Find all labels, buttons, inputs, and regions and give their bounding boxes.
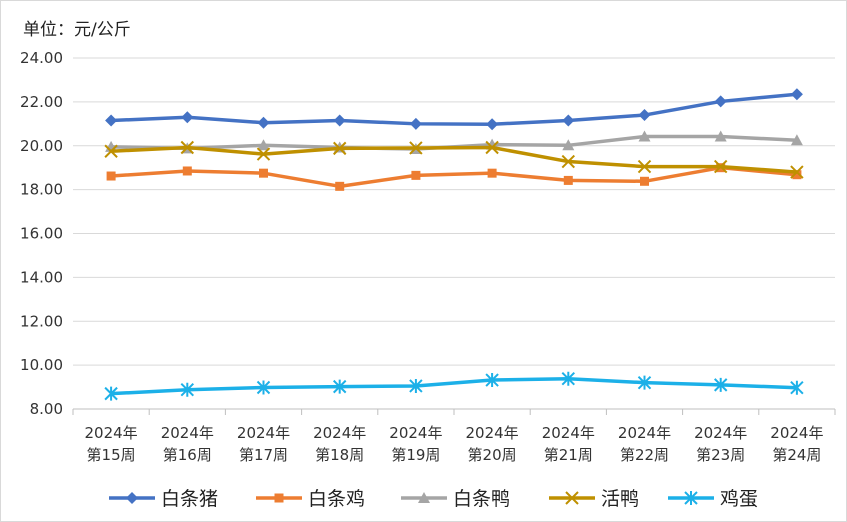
series-2 <box>106 163 802 191</box>
y-tick-labels: 8.00 10.00 12.00 14.00 16.00 18.00 20.00 22.00 2… <box>20 49 63 418</box>
data-point <box>790 134 803 146</box>
data-point <box>485 373 499 388</box>
data-point <box>562 114 575 127</box>
data-point <box>182 166 192 176</box>
y-tick-label: 18.00 <box>20 181 63 199</box>
x-tick-label: 2024年第21周 <box>542 424 595 464</box>
y-tick-label: 24.00 <box>20 49 63 67</box>
legend: 白条猪 白条鸡 白条鸭 活鸭 鸡蛋 <box>109 488 758 510</box>
series-line <box>111 92 798 127</box>
series-4 <box>104 140 804 179</box>
series-line <box>111 376 797 396</box>
legend-marker <box>126 492 138 504</box>
data-point <box>637 159 652 174</box>
y-tick-label: 14.00 <box>20 268 63 286</box>
data-point <box>333 114 346 127</box>
axes <box>72 408 836 415</box>
data-point <box>257 116 270 129</box>
data-point <box>256 147 271 161</box>
legend-label: 鸡蛋 <box>720 488 758 510</box>
legend-marker <box>418 492 430 503</box>
data-point <box>409 117 422 130</box>
data-point <box>335 181 345 191</box>
x-tick-label: 2024年第17周 <box>237 424 290 464</box>
unit-label: 单位：元/公斤 <box>23 20 131 40</box>
data-point <box>487 168 497 178</box>
x-tick-label: 2024年第23周 <box>694 424 747 464</box>
legend-label: 白条鸡 <box>308 488 365 510</box>
series-line <box>110 165 798 189</box>
data-point <box>105 114 118 127</box>
data-point <box>332 379 347 394</box>
data-point <box>561 371 576 386</box>
legend-entry: 白条鸡 <box>256 488 365 510</box>
data-point <box>486 118 499 131</box>
data-point <box>104 144 118 158</box>
legend-entry: 白条猪 <box>109 488 218 510</box>
x-tick-label: 2024年第15周 <box>85 424 138 464</box>
y-tick-label: 16.00 <box>20 225 63 243</box>
y-tick-label: 10.00 <box>20 356 63 374</box>
x-tick-label: 2024年第19周 <box>389 424 442 464</box>
data-point <box>638 130 651 142</box>
data-point <box>409 141 423 155</box>
data-point <box>638 109 651 122</box>
x-tick-label: 2024年第22周 <box>618 424 671 464</box>
x-tick-labels: 2024年第15周 2024年第16周 2024年第17周 2024年第18周 2024… <box>85 424 824 464</box>
data-point <box>790 88 803 101</box>
data-point <box>259 168 268 178</box>
data-point <box>792 170 802 180</box>
data-point <box>713 377 728 392</box>
x-tick-label: 2024年第18周 <box>313 424 366 464</box>
series-1 <box>105 88 803 131</box>
data-point <box>180 140 195 155</box>
legend-entry: 白条鸭 <box>401 488 510 510</box>
data-point <box>790 165 804 179</box>
data-point <box>257 139 270 151</box>
series <box>104 88 804 401</box>
y-tick-label: 22.00 <box>20 93 63 111</box>
data-point <box>485 140 499 155</box>
legend-label: 白条鸭 <box>453 488 510 510</box>
legend-marker <box>684 491 698 505</box>
legend-entry: 活鸭 <box>549 488 639 510</box>
y-tick-label: 8.00 <box>30 400 63 418</box>
data-point <box>411 170 421 180</box>
data-point <box>713 159 728 174</box>
legend-label: 白条猪 <box>161 488 218 510</box>
data-point <box>714 95 727 108</box>
data-point <box>409 378 423 393</box>
legend-entry: 鸡蛋 <box>668 488 758 510</box>
data-point <box>714 130 727 142</box>
data-point <box>104 386 118 401</box>
grid-lines <box>73 57 835 366</box>
data-point <box>332 141 347 156</box>
data-point <box>640 176 649 186</box>
data-point <box>256 380 271 395</box>
data-point <box>561 154 576 169</box>
x-tick-label: 2024年第24周 <box>770 424 823 464</box>
legend-marker <box>565 491 579 505</box>
legend-label: 活鸭 <box>601 488 639 510</box>
data-point <box>181 111 194 124</box>
series-5 <box>104 371 804 401</box>
data-point <box>106 171 116 181</box>
series-line <box>111 145 798 174</box>
x-tick-label: 2024年第20周 <box>466 424 519 464</box>
data-point <box>790 380 804 395</box>
data-point <box>562 139 575 151</box>
data-point <box>563 175 573 185</box>
data-point <box>180 382 195 397</box>
y-tick-label: 20.00 <box>20 137 63 155</box>
legend-marker <box>274 493 284 503</box>
y-tick-label: 12.00 <box>20 312 63 330</box>
data-point <box>637 375 652 390</box>
x-tick-label: 2024年第16周 <box>161 424 214 464</box>
